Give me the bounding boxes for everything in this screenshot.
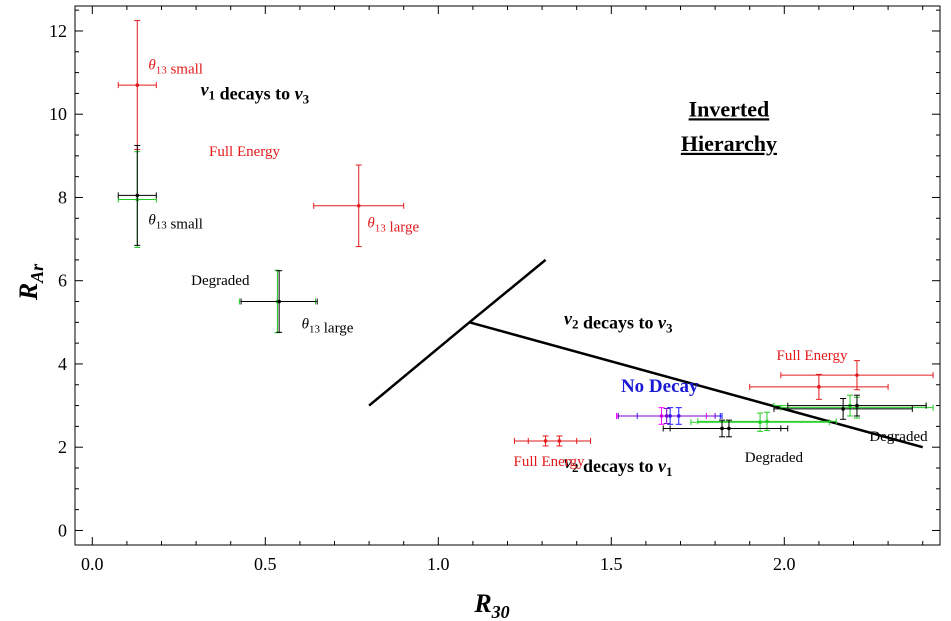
annotation-part: 2 (572, 316, 579, 331)
annotation-part: 2 (572, 460, 579, 475)
annotation-degraded-1: Degraded (191, 273, 250, 289)
annotation-part: θ (148, 213, 156, 229)
point-marker (135, 83, 140, 87)
point-marker (356, 203, 361, 208)
data-point (669, 419, 789, 438)
annotation-part: large (386, 219, 420, 235)
annotation-part: ν (658, 456, 667, 476)
point-marker (664, 414, 669, 418)
annotation-degraded-2: Degraded (869, 429, 928, 445)
x-tick-label: 1.0 (427, 554, 450, 574)
point-marker (855, 403, 859, 408)
annotation-part: small (167, 61, 203, 77)
point-marker (817, 385, 821, 389)
annotation-part: decays to (578, 312, 658, 332)
data-point (617, 407, 716, 424)
y-tick-label: 10 (49, 104, 67, 124)
data-point (117, 144, 157, 246)
annotation-full-energy-2: Full Energy (776, 348, 847, 364)
data-point (787, 394, 927, 417)
annotation-part: ν (564, 452, 573, 472)
annotation-theta13-small-red: θ13 small (148, 57, 203, 77)
annotation-part: large (320, 321, 354, 337)
data-point (240, 270, 318, 333)
x-axis-title: R30 (473, 589, 509, 621)
annotation-degraded-3: Degraded (745, 450, 804, 466)
data-point (313, 164, 405, 248)
annotation-nu1-to-nu3: ν1 decays to ν3 (201, 79, 310, 106)
annotation-nu2-to-nu3: ν2 decays to ν3 (564, 308, 673, 335)
annotation-part: 3 (303, 91, 310, 106)
data-point (697, 411, 837, 432)
annotation-nu2-to-nu1: ν2 decays to ν1 (564, 452, 673, 479)
point-marker (855, 373, 859, 377)
x-tick-label: 1.5 (600, 554, 623, 574)
annotation-theta13-large-black: θ13 large (302, 317, 354, 337)
annotation-hierarchy: Hierarchy (681, 131, 777, 156)
data-point (527, 435, 592, 447)
y-tick-label: 6 (58, 271, 67, 291)
data-point (749, 373, 889, 400)
point-marker (557, 439, 562, 443)
boundary-lines (368, 258, 924, 449)
annotation-part: θ (367, 215, 375, 231)
y-tick-label: 12 (49, 21, 67, 41)
annotation-theta13-large-red: θ13 large (367, 215, 419, 235)
annotation-part: θ (148, 57, 156, 73)
annotation-part: 13 (375, 222, 387, 234)
y-tick-label: 0 (58, 520, 67, 540)
annotation-part: decays to (215, 83, 294, 103)
y-tick-label: 4 (58, 354, 67, 374)
boundary-line (368, 258, 547, 407)
x-axis-title-main: R (473, 589, 491, 618)
annotation-part: ν (201, 79, 210, 99)
annotation-part: 1 (666, 464, 673, 479)
point-marker (841, 407, 845, 411)
annotation-part: θ (302, 317, 310, 333)
annotation-part: 13 (309, 324, 321, 336)
annotation-part: decays to (578, 456, 658, 476)
annotation-part: 13 (156, 64, 168, 76)
point-marker (765, 419, 769, 424)
annotation-part: 3 (666, 320, 673, 335)
point-marker (135, 193, 140, 198)
annotation-part: small (167, 217, 203, 233)
y-axis-title-sub: Ar (27, 263, 47, 284)
boundary-line (469, 321, 924, 449)
annotation-full-energy-3: Full Energy (514, 454, 585, 470)
annotation-no-decay: No Decay (621, 376, 699, 397)
point-marker (277, 299, 281, 304)
data-points (117, 20, 934, 447)
annotation-part: ν (658, 312, 667, 332)
y-axis-title-main: R (14, 283, 43, 301)
annotation-theta13-small-black: θ13 small (148, 213, 203, 233)
x-tick-label: 2.0 (773, 554, 796, 574)
x-axis-title-sub: 30 (491, 602, 510, 621)
data-point (117, 20, 157, 151)
x-tick-label: 0.5 (254, 554, 277, 574)
y-axis-title: RAr (14, 263, 47, 301)
annotation-full-energy-1: Full Energy (209, 144, 280, 160)
annotation-inverted: Inverted (689, 96, 770, 121)
x-tick-label: 0.0 (81, 554, 104, 574)
y-tick-label: 8 (58, 187, 67, 207)
annotation-part: ν (564, 308, 573, 328)
annotation-part: 1 (209, 87, 216, 102)
annotation-part: 13 (156, 220, 168, 232)
y-tick-label: 2 (58, 437, 67, 457)
data-point (773, 397, 913, 420)
data-point (780, 360, 934, 391)
point-marker (727, 426, 731, 431)
annotation-part: ν (295, 83, 304, 103)
